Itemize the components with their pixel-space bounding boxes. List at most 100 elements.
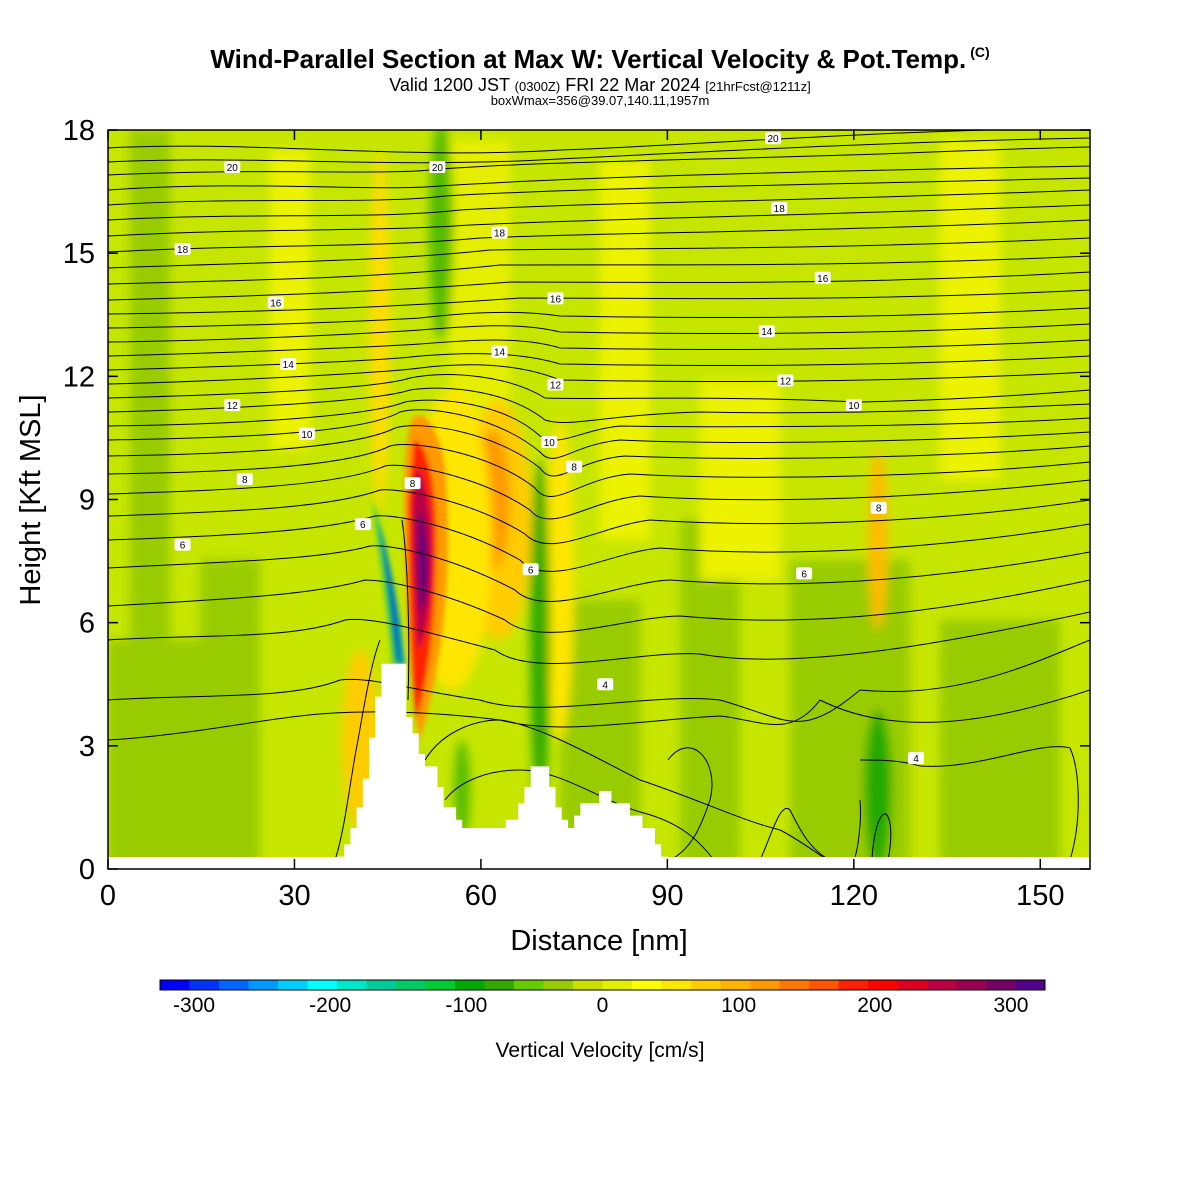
contour-label-text: 14 — [761, 327, 773, 338]
contour-label-text: 16 — [817, 274, 829, 285]
theta-contour — [108, 545, 1090, 602]
green-band — [108, 640, 228, 869]
colorbar-swatch — [868, 980, 898, 990]
contour-label: 16 — [547, 292, 564, 305]
contour-label: 6 — [522, 563, 539, 576]
contour-label: 20 — [765, 132, 782, 145]
theta-contour — [108, 639, 1090, 722]
colorbar-swatch — [691, 980, 721, 990]
updraft-zone — [546, 420, 574, 740]
theta-contour — [108, 409, 1090, 459]
colorbar-swatch — [602, 980, 633, 990]
contour-label: 14 — [280, 358, 297, 371]
theta-contour — [108, 255, 1090, 285]
contour-label: 18 — [771, 202, 788, 215]
downdraft-zone — [454, 740, 470, 840]
contour-label: 4 — [597, 678, 614, 691]
contour-label: 12 — [777, 374, 794, 387]
contour-label: 20 — [429, 160, 446, 174]
downdraft-zone — [864, 710, 892, 869]
theta-contour — [108, 364, 1090, 385]
y-axis-label: Height [Kft MSL] — [15, 394, 47, 605]
x-tick-label: 30 — [278, 880, 310, 912]
chart-title: Wind-Parallel Section at Max W: Vertical… — [210, 44, 990, 74]
colorbar-tick-label: -100 — [445, 994, 487, 1017]
theta-contour — [108, 425, 1090, 477]
colorbar-swatch — [927, 980, 957, 990]
contour-label-text: 6 — [180, 541, 186, 552]
contour-label-text: 10 — [301, 430, 313, 441]
contour-label-text: 16 — [270, 298, 282, 309]
colorbar-swatch — [632, 980, 662, 990]
contour-label-text: 4 — [913, 754, 919, 765]
contour-label-text: 6 — [801, 569, 807, 580]
contour-label-text: 20 — [767, 134, 779, 145]
contour-label-text: 18 — [774, 204, 786, 215]
contour-label: 16 — [814, 271, 831, 285]
theta-contour — [108, 339, 1090, 357]
x-tick-label: 90 — [651, 880, 683, 912]
x-tick-label: 150 — [1016, 880, 1064, 912]
theta-contour — [108, 464, 1090, 520]
box-info: boxWmax=356@39.07,140.11,1957m — [490, 93, 710, 108]
contour-label-text: 14 — [494, 348, 506, 359]
colorbar-swatch — [514, 980, 544, 990]
contour-label-text: 20 — [227, 163, 239, 174]
y-tick-label: 3 — [79, 731, 95, 763]
theta-contour — [108, 489, 1090, 545]
contour-label-text: 12 — [227, 401, 239, 412]
theta-contour — [108, 579, 1090, 633]
colorbar-swatch — [484, 980, 515, 990]
colorbar-tick-label: -200 — [309, 994, 351, 1017]
updraft-zone — [370, 150, 390, 510]
theta-contour — [871, 813, 892, 861]
colorbar-swatch — [366, 980, 397, 990]
colorbar-tick-label: -300 — [173, 994, 215, 1017]
x-axis-label: Distance [nm] — [510, 925, 687, 957]
contour-label-text: 18 — [177, 245, 189, 256]
contour-label-text: 8 — [242, 475, 248, 486]
theta-contour — [108, 307, 1090, 329]
colorbar-swatch — [750, 980, 780, 990]
theta-contour — [853, 799, 861, 861]
theta-contour — [108, 189, 1090, 221]
contour-label: 8 — [870, 501, 887, 515]
theta-contour — [108, 237, 1090, 269]
colorbar-swatch — [986, 980, 1016, 990]
theta-contour — [108, 323, 1090, 343]
contour-label-text: 10 — [848, 401, 860, 412]
contour-label-text: 6 — [360, 520, 366, 531]
contour-label: 14 — [758, 325, 775, 338]
theta-contour — [108, 130, 1006, 154]
colorbar-swatch — [543, 980, 574, 990]
theta-contour — [108, 689, 1090, 741]
x-tick-label: 0 — [100, 880, 116, 912]
theta-contour — [108, 204, 1090, 237]
yellow-band — [940, 140, 1000, 480]
downdraft-zone — [530, 460, 550, 820]
contour-label-text: 8 — [876, 504, 882, 515]
contour-label: 6 — [796, 567, 813, 580]
contour-label: 12 — [224, 399, 241, 412]
theta-contour — [108, 146, 1090, 176]
contour-label: 14 — [491, 345, 508, 359]
colorbar-swatch — [661, 980, 692, 990]
y-tick-label: 12 — [63, 361, 95, 393]
theta-contours — [108, 130, 1090, 869]
contour-label: 10 — [298, 427, 315, 441]
colorbar-swatch — [1015, 980, 1046, 990]
theta-contour — [667, 747, 713, 861]
yellow-band — [600, 160, 650, 540]
colorbar-swatch — [278, 980, 308, 990]
theta-contour — [108, 177, 1090, 206]
colorbar-tick-label: 0 — [597, 994, 609, 1017]
y-tick-label: 18 — [63, 115, 95, 147]
theta-contour — [859, 746, 1079, 861]
theta-contour — [108, 399, 1090, 441]
contour-label: 4 — [907, 752, 924, 765]
updraft-core — [417, 510, 428, 612]
green-band — [790, 560, 910, 869]
contour-label-text: 20 — [432, 163, 444, 174]
